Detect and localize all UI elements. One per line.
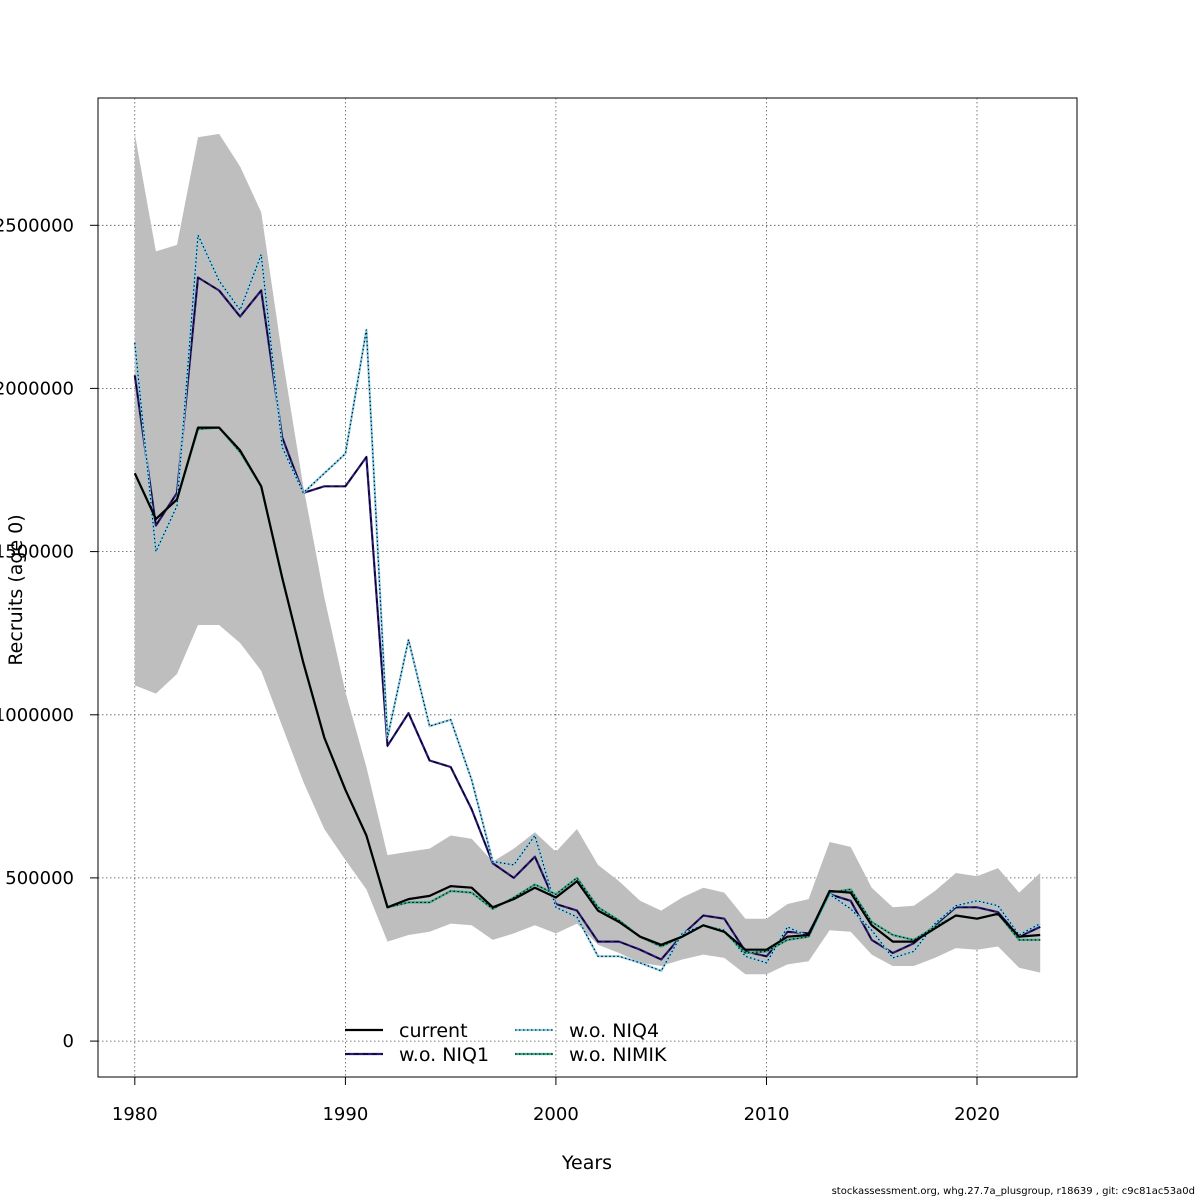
legend-item-w-o-nimik: w.o. NIMIK — [515, 1044, 667, 1066]
x-tick-label: 2000 — [533, 1104, 579, 1125]
legend-label: w.o. NIQ1 — [399, 1044, 489, 1066]
legend-label: w.o. NIQ4 — [569, 1020, 659, 1042]
series-layer — [133, 232, 1041, 973]
confidence-band-layer — [134, 133, 1041, 975]
legend-label: current — [399, 1020, 468, 1042]
y-tick-label: 2000000 — [0, 378, 74, 399]
x-tick-label: 1990 — [322, 1104, 368, 1125]
y-axis: 0 500000 1000000 1500000 2000000 2500000 — [0, 215, 98, 1052]
y-tick-label: 2500000 — [0, 215, 74, 236]
series-line-w-o-niq4 — [133, 234, 1041, 973]
series-overlay-w-o-nimik — [134, 427, 1041, 954]
legend-item-w-o-niq4: w.o. NIQ4 — [515, 1020, 659, 1042]
footer-text: stockassessment.org, whg.27.7a_plusgroup… — [832, 1186, 1195, 1197]
x-axis-label: Years — [561, 1152, 612, 1174]
y-tick-label: 0 — [63, 1031, 74, 1052]
x-tick-label: 2020 — [954, 1104, 1000, 1125]
y-tick-label: 1000000 — [0, 705, 74, 726]
legend-label: w.o. NIMIK — [569, 1044, 667, 1066]
x-tick-label: 1980 — [112, 1104, 158, 1125]
y-tick-label: 1500000 — [0, 542, 74, 563]
series-overlay-w-o-niq1 — [134, 276, 1041, 961]
y-tick-label: 500000 — [5, 868, 74, 889]
y-axis-label: Recruits (age 0) — [5, 514, 27, 665]
series-line-current — [133, 426, 1041, 951]
legend-item-w-o-niq1: w.o. NIQ1 — [345, 1044, 489, 1066]
confidence-band — [134, 133, 1041, 975]
x-axis: 1980 1990 2000 2010 2020 — [112, 1076, 1000, 1125]
legend-item-current: current — [345, 1020, 468, 1042]
x-tick-label: 2010 — [744, 1104, 790, 1125]
